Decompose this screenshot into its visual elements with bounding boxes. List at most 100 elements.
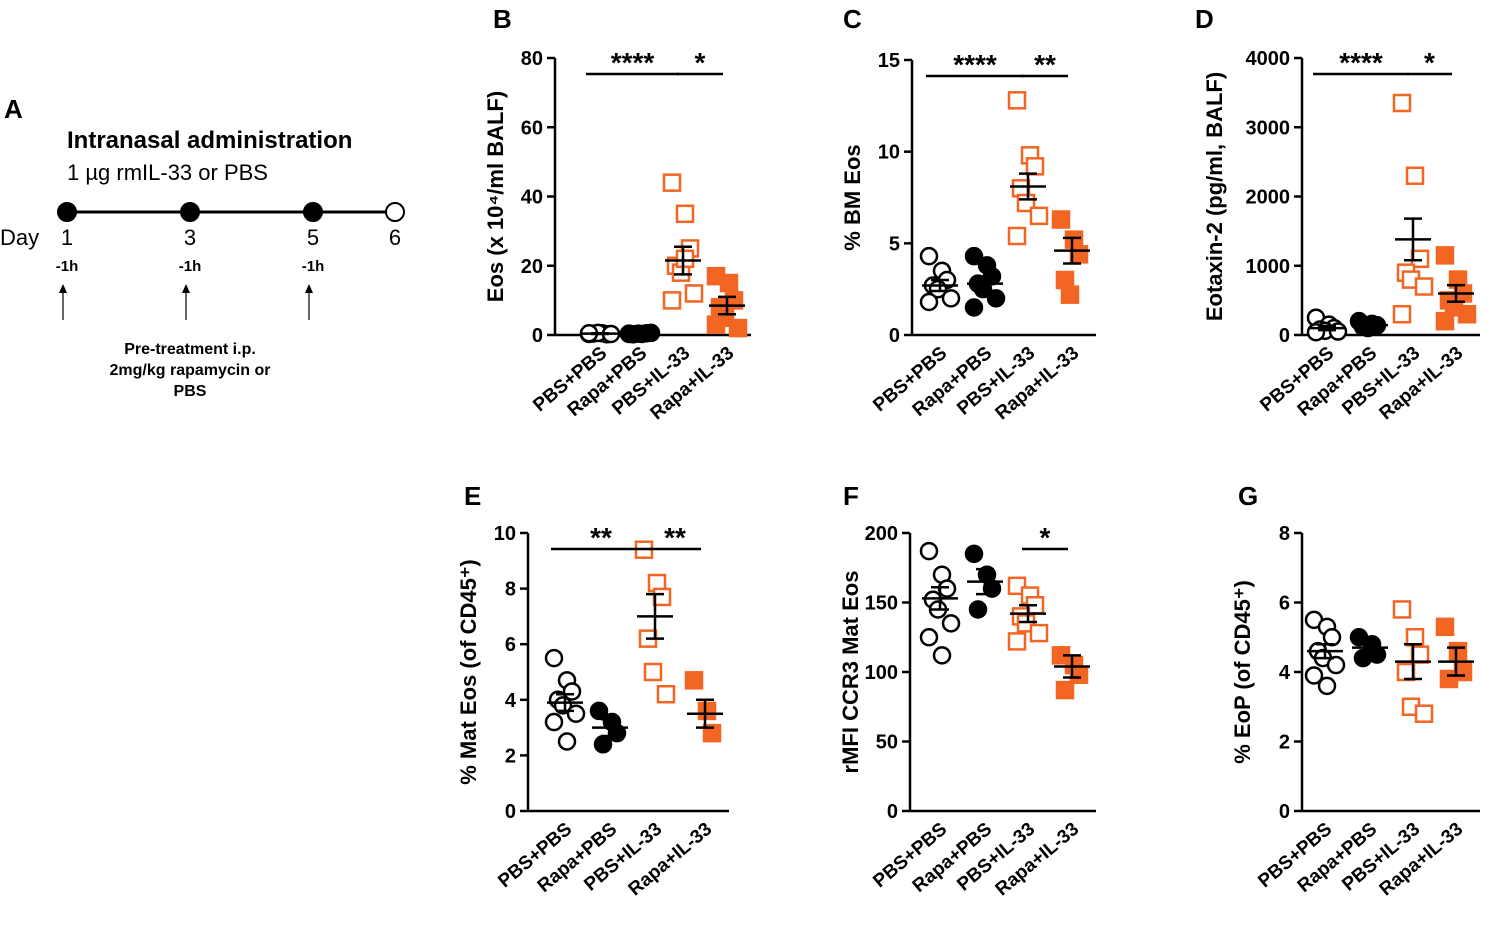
y-tick-label: 50 (876, 732, 898, 754)
significance-label: **** (1339, 47, 1383, 78)
point (964, 544, 984, 564)
day-marker (385, 202, 405, 222)
sem-bar (1447, 646, 1465, 677)
point (1007, 91, 1027, 110)
point (675, 249, 695, 269)
point (1029, 623, 1049, 643)
sem-bar (646, 592, 664, 640)
point (593, 735, 613, 754)
y-tick-label: 2000 (1246, 187, 1291, 209)
panel-label: B (493, 4, 512, 34)
panel-label: F (843, 481, 859, 511)
point (919, 246, 939, 266)
y-tick-label: 150 (865, 593, 898, 615)
significance-label: ** (590, 522, 612, 553)
point (968, 600, 988, 619)
y-tick-label: 15 (878, 50, 900, 72)
point (1457, 304, 1477, 324)
sem-bar (1019, 172, 1037, 201)
sem-bar (1404, 642, 1422, 681)
significance-label: * (695, 47, 706, 78)
point (656, 684, 676, 704)
y-tick-label: 6 (1279, 593, 1290, 615)
pretreatment-time: -1h (302, 258, 325, 275)
point (1396, 662, 1416, 682)
point (1392, 304, 1412, 324)
point (557, 732, 577, 751)
timeline-panel: A Intranasal administration 1 µg rmIL-33… (0, 94, 387, 250)
y-axis-label: % BM Eos (840, 144, 865, 250)
sem-bar (631, 332, 649, 336)
note-line: PBS (174, 383, 207, 400)
sem-bar (1318, 324, 1336, 332)
sem-bar (718, 295, 736, 316)
point (1304, 666, 1324, 685)
point (1322, 628, 1342, 647)
point (702, 723, 722, 743)
point (1069, 665, 1089, 685)
point (964, 246, 984, 266)
pretreatment-time: -1h (56, 258, 79, 275)
point (1405, 628, 1425, 647)
point (1414, 277, 1434, 296)
sem-bar (1019, 604, 1037, 624)
y-tick-label: 3000 (1246, 117, 1291, 139)
panel-label: C (843, 4, 862, 34)
point (964, 298, 984, 317)
sem-bar (1063, 236, 1081, 265)
significance-label: ** (1034, 49, 1056, 80)
y-tick-label: 0 (1279, 325, 1290, 347)
point (1326, 655, 1346, 675)
sem-bar (696, 698, 714, 729)
point (932, 646, 952, 665)
significance-label: **** (611, 47, 655, 78)
timeline-title: Intranasal administration (67, 127, 352, 154)
point (973, 279, 993, 299)
point (706, 315, 726, 334)
y-tick-label: 6 (505, 634, 516, 656)
point (662, 173, 682, 192)
y-tick-label: 8 (505, 579, 516, 601)
point (1435, 246, 1455, 265)
y-tick-label: 40 (521, 187, 543, 209)
timeline-subtitle: 1 µg rmIL-33 or PBS (67, 160, 268, 185)
point (643, 662, 663, 682)
point (589, 701, 609, 721)
arrow-head (182, 284, 190, 293)
day-number: 5 (307, 225, 319, 250)
day-number: 3 (184, 225, 196, 250)
pretreatment-time: -1h (179, 258, 202, 275)
note-line: Pre-treatment i.p. (124, 341, 256, 358)
sem-bar (976, 275, 994, 293)
point (684, 671, 704, 690)
point (1353, 648, 1373, 668)
y-axis-label: % Mat Eos (of CD45⁺) (456, 559, 481, 785)
point (937, 579, 957, 598)
point (1414, 704, 1434, 723)
point (1007, 226, 1027, 246)
sem-bar (556, 692, 574, 713)
y-tick-label: 1000 (1246, 256, 1291, 278)
sem-bar (1361, 639, 1379, 656)
y-tick-label: 2 (505, 745, 516, 767)
point (1439, 669, 1459, 689)
y-axis-label: % EoP (of CD45⁺) (1230, 580, 1255, 764)
day-marker (180, 202, 200, 222)
day-number: 1 (61, 225, 73, 250)
sem-bar (931, 278, 949, 293)
y-tick-label: 100 (865, 662, 898, 684)
y-tick-label: 0 (887, 801, 898, 823)
sem-bar (674, 245, 692, 276)
point (1055, 680, 1075, 700)
y-tick-label: 20 (521, 256, 543, 278)
y-tick-label: 4 (1279, 662, 1291, 684)
y-tick-label: 0 (505, 801, 516, 823)
point (566, 704, 586, 723)
point (941, 614, 961, 633)
point (719, 273, 739, 293)
sem-bar (1316, 642, 1334, 660)
sem-bar (1063, 654, 1081, 679)
